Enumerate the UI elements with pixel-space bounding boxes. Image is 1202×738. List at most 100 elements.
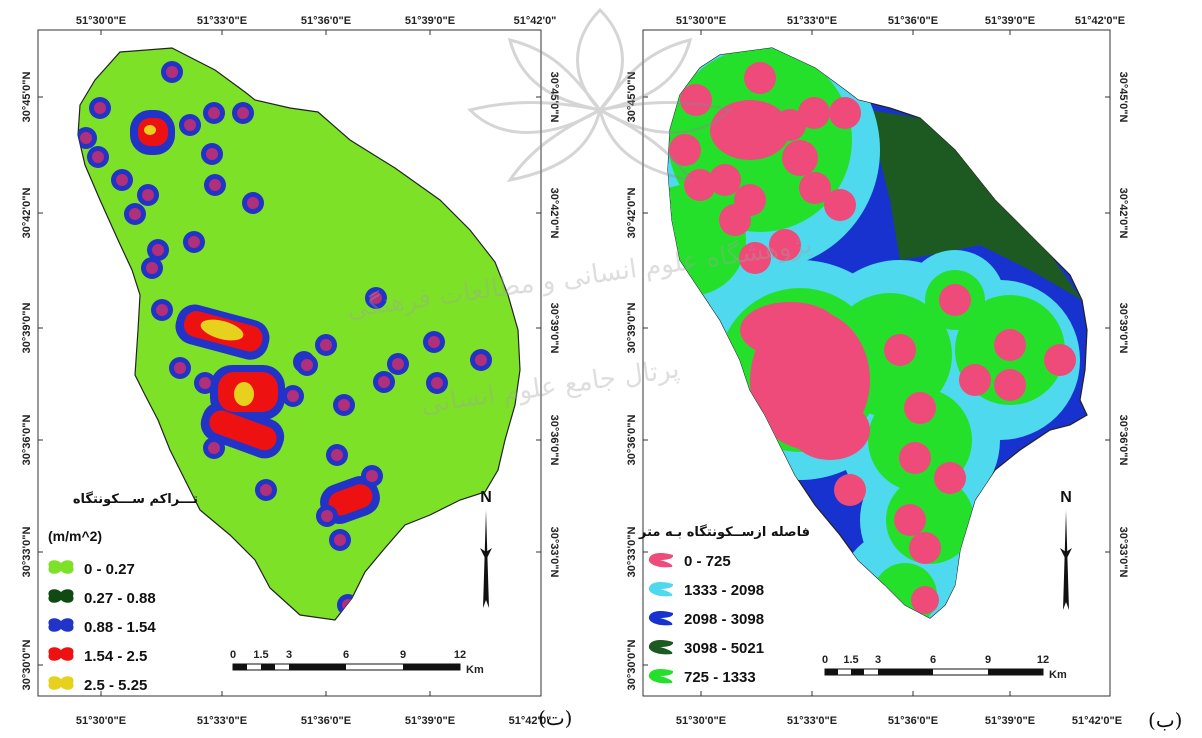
top-tick-2: 51°33'0"E [787,15,837,27]
bottom-tick-3: 51°36'0"E [301,715,351,727]
scale-tick-5: 12 [1037,654,1049,666]
watermark-emblem-icon [467,7,733,183]
panel-letter: (ب) [1148,708,1183,732]
north-arrow-icon [1060,510,1072,610]
north-arrow-icon [480,510,492,608]
top-tick-3: 51°36'0"E [301,15,351,27]
legend-swatch-icon [46,615,76,640]
legend-swatch-icon [646,578,676,603]
legend-swatch-icon [646,636,676,661]
bottom-tick-1: 51°30'0"E [76,715,126,727]
scale-tick-4: 9 [985,654,991,666]
north-label: N [1060,489,1072,506]
scale-tick-0: 0 [822,654,828,666]
top-tick-5: 51°42'0"E [1075,15,1125,27]
scale-bar [824,668,1044,676]
right-tick-3: 30°39'0"N [548,303,560,354]
scale-tick-3: 6 [343,649,349,661]
legend-item: 2.5 - 5.25 [46,674,147,696]
legend-label: 0.88 - 1.54 [84,618,156,636]
legend-item: 3098 - 5021 [646,637,764,659]
left-tick-2: 30°42'0"N [626,188,638,239]
legend-label: 2098 - 3098 [684,610,765,628]
scale-bar [232,663,461,671]
legend-title: تـــراکم ســـکونتگاه [72,492,198,507]
right-tick-2: 30°42'0"N [548,188,560,239]
bottom-tick-4: 51°39'0"E [405,715,455,727]
legend-swatch-icon [646,607,676,632]
left-tick-6: 30°30'0"N [626,640,638,691]
legend-swatch-icon [46,673,76,698]
legend-label: 1.54 - 2.5 [84,647,148,665]
scale-tick-1: 1.5 [843,654,858,666]
right-tick-4: 30°36'0"N [548,415,560,466]
distance-map-frame: 51°30'0"E 51°33'0"E 51°36'0"E 51°39'0"E … [626,15,1129,727]
bottom-tick-1: 51°30'0"E [676,715,726,727]
north-label: N [480,489,492,506]
legend-label: 1333 - 2098 [684,581,765,599]
top-tick-4: 51°39'0"E [985,15,1035,27]
top-tick-5: 51°42'0" [514,15,557,27]
legend-label: 2.5 - 5.25 [84,676,148,694]
bottom-tick-2: 51°33'0"E [787,715,837,727]
left-tick-6: 30°30'0"N [21,640,33,691]
right-tick-1: 30°45'0"N [548,72,560,123]
right-tick-4: 30°36'0"N [1117,415,1129,466]
right-tick-3: 30°39'0"N [1117,303,1129,354]
top-tick-1: 51°30'0"E [76,15,126,27]
bottom-tick-4: 51°39'0"E [985,715,1035,727]
legend-swatch-icon [46,586,76,611]
scale-tick-2: 3 [286,649,292,661]
scale-tick-1: 1.5 [253,649,268,661]
legend-label: 0 - 0.27 [84,560,135,578]
right-tick-5: 30°33'0"N [548,527,560,578]
legend-item: 0.27 - 0.88 [46,587,156,609]
bottom-tick-5: 51°42'0"E [1072,715,1122,727]
legend-label: 725 - 1333 [684,668,756,686]
scale-tick-0: 0 [230,649,236,661]
left-tick-5: 30°33'0"N [626,527,638,578]
legend-label: 0.27 - 0.88 [84,589,156,607]
legend-label: 0 - 725 [684,552,731,570]
distance-zones [668,48,1082,618]
top-tick-2: 51°33'0"E [197,15,247,27]
scale-tick-4: 9 [400,649,406,661]
distance-map-panel: 51°30'0"E 51°33'0"E 51°36'0"E 51°39'0"E … [600,0,1202,738]
left-tick-5: 30°33'0"N [21,527,33,578]
density-hotspots [78,61,492,616]
legend-swatch-icon [46,644,76,669]
left-tick-4: 30°36'0"N [21,415,33,466]
scale-tick-5: 12 [454,649,466,661]
density-map-panel: 51°30'0"E 51°33'0"E 51°36'0"E 51°39'0"E … [0,0,590,738]
top-tick-3: 51°36'0"E [888,15,938,27]
legend-item: 0 - 0.27 [46,558,135,580]
legend-swatch-icon [46,557,76,582]
legend-item: 725 - 1333 [646,666,756,688]
scale-unit: Km [1049,669,1067,681]
bottom-tick-3: 51°36'0"E [888,715,938,727]
panel-letter: (ت) [538,706,573,730]
bottom-tick-5: 51°42'0" [509,715,552,727]
right-tick-5: 30°33'0"N [1117,527,1129,578]
right-tick-1: 30°45'0"N [1117,72,1129,123]
left-tick-2: 30°42'0"N [21,188,33,239]
left-tick-3: 30°39'0"N [21,303,33,354]
scale-unit: Km [466,664,484,676]
scale-tick-3: 6 [930,654,936,666]
top-tick-4: 51°39'0"E [405,15,455,27]
legend-item: 0 - 725 [646,550,731,572]
legend-swatch-icon [646,665,676,690]
legend-title: فاصله ازســکونتگاه بـه متر [639,525,810,540]
density-map-frame: 51°30'0"E 51°33'0"E 51°36'0"E 51°39'0"E … [21,15,560,727]
left-tick-3: 30°39'0"N [626,303,638,354]
left-tick-1: 30°45'0"N [626,72,638,123]
left-tick-4: 30°36'0"N [626,415,638,466]
legend-item: 0.88 - 1.54 [46,616,156,638]
legend-label: 3098 - 5021 [684,639,765,657]
top-tick-1: 51°30'0"E [676,15,726,27]
legend-unit: (m/m^2) [48,528,103,544]
left-tick-1: 30°45'0"N [21,72,33,123]
legend-item: 1.54 - 2.5 [46,645,147,667]
legend-swatch-icon [646,549,676,574]
scale-tick-2: 3 [875,654,881,666]
